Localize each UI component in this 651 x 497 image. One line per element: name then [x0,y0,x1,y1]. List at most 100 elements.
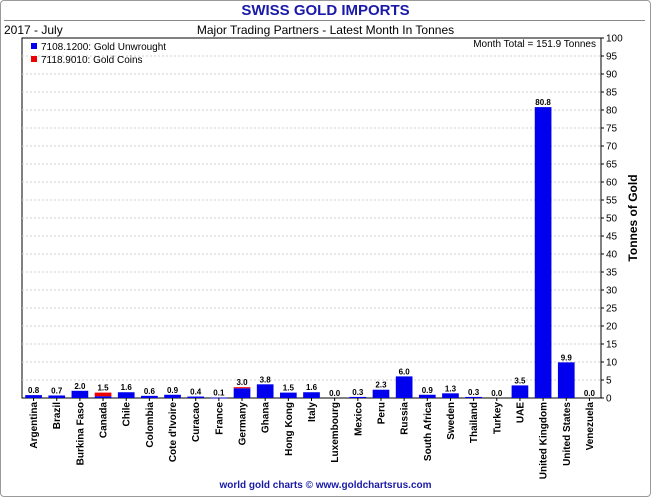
y-tick-label: 70 [606,142,618,153]
legend-swatch-coins [31,56,37,62]
bar-coins [94,392,112,397]
x-tick-label: Peru [376,402,387,424]
legend-swatch-unwrought [31,43,37,49]
x-tick-label: Burkina Faso [75,402,86,465]
bar-unwrought [48,395,66,398]
bar-unwrought [465,396,482,398]
y-tick-label: 85 [606,88,618,99]
y-tick-label: 20 [606,322,618,333]
bar-unwrought [557,362,575,398]
bar-unwrought [233,388,251,398]
bar-value-label: 1.5 [283,384,295,393]
x-tick-label: Italy [307,402,318,422]
x-tick-label: Colombia [145,402,156,448]
bar-unwrought [117,392,135,398]
y-tick-labels: 0 5 10 15 20 25 30 35 40 45 50 55 60 65 70 75 80 85 90 95 10… [601,34,623,405]
bar-unwrought [187,396,205,398]
chart-subtitle: Major Trading Partners - Latest Month In… [196,23,455,37]
bar-value-label: 0.1 [213,389,225,398]
y-tick-label: 60 [606,178,618,189]
bar-value-label: 0.0 [584,389,596,398]
y-tick-label: 25 [606,304,618,315]
legend-label-unwrought: 7108.1200: Gold Unwrought [41,42,166,53]
bar-unwrought [71,390,89,398]
bar-value-label: 1.3 [445,384,457,393]
chart-title: SWISS GOLD IMPORTS [241,2,410,19]
y-tick-label: 95 [606,52,618,63]
x-tick-label: Venezuela [585,402,596,451]
bar-value-label: 6.0 [399,367,411,376]
y-tick-label: 80 [606,106,618,117]
x-tick-labels: Argentina Brazil Burkina Faso Canada Chile Co… [29,398,596,479]
x-tick-label: Argentina [29,402,40,449]
x-tick-label: Luxembourg [330,402,341,463]
bar-value-label: 0.9 [422,386,434,395]
x-tick-label: United States [562,402,573,466]
x-tick-label: UAE [515,402,526,423]
y-tick-label: 75 [606,124,618,135]
y-tick-label: 40 [606,250,618,261]
data-labels: 0.8 0.7 2.0 1.5 1.6 0.6 0.9 0.4 0.1 3.0 3.8 1.5 1.6 0… [28,98,596,398]
x-tick-label: Germany [238,402,249,446]
bar-value-label: 2.3 [375,381,387,390]
y-tick-label: 50 [606,214,618,225]
x-tick-label: Brazil [52,402,63,429]
bar-value-label: 9.9 [561,353,573,362]
bar-unwrought [280,392,297,398]
x-tick-label: Turkey [492,402,503,434]
bars [25,107,575,399]
y-tick-label: 65 [606,160,618,171]
bar-value-label: 0.6 [144,387,156,396]
y-tick-label: 0 [606,394,612,405]
bar-value-label: 0.7 [51,386,63,395]
bar-unwrought [418,394,436,398]
bar-coins [233,387,251,389]
bar-value-label: 0.0 [329,389,341,398]
x-tick-label: Sweden [446,402,457,440]
y-tick-label: 100 [606,34,623,45]
y-tick-label: 45 [606,232,618,243]
y-tick-label: 35 [606,268,618,279]
bar-value-label: 0.3 [468,388,480,397]
title-divider [4,20,645,21]
bar-value-label: 3.5 [514,376,526,385]
y-tick-label: 30 [606,286,618,297]
bar-unwrought [511,385,529,398]
bar-value-label: 2.0 [74,382,86,391]
legend-label-coins: 7118.9010: Gold Coins [41,55,143,66]
y-axis-label: Tonnes of Gold [626,174,640,261]
bar-value-label: 0.4 [190,388,202,397]
bar-value-label: 1.6 [306,383,318,392]
legend: 7108.1200: Gold Unwrought 7118.9010: Gol… [31,42,166,66]
y-tick-label: 55 [606,196,618,207]
bar-value-label: 3.0 [236,378,248,387]
x-tick-label: Mexico [353,402,364,436]
bar-unwrought [256,384,274,398]
footer-credit: world gold charts © www.goldchartsrus.co… [219,480,432,491]
y-tick-label: 5 [606,376,612,387]
x-tick-label: United Kingdom [539,402,550,479]
gridlines [22,55,601,381]
bar-unwrought [395,376,413,398]
x-tick-label: Hong Kong [284,402,295,456]
bar-unwrought [372,389,390,398]
x-tick-label: Thailand [469,402,480,443]
bar-value-label: 0.3 [352,388,364,397]
bar-value-label: 1.5 [97,384,109,393]
bar-value-label: 1.6 [121,383,133,392]
bar-unwrought [164,394,181,398]
bar-value-label: 80.8 [535,98,551,107]
bar-value-label: 3.8 [260,375,272,384]
bar-unwrought [303,392,320,398]
bar-unwrought [349,396,367,398]
x-tick-label: Chile [122,402,133,427]
bar-value-label: 0.0 [491,389,503,398]
x-tick-label: Curacao [191,402,202,442]
bar-unwrought [94,396,112,398]
x-tick-label: South Africa [423,402,434,462]
y-tick-label: 15 [606,340,618,351]
bar-value-label: 0.8 [28,386,40,395]
x-tick-label: Ghana [261,402,272,434]
period-label: 2017 - July [4,23,63,37]
month-total-annotation: Month Total = 151.9 Tonnes [473,39,596,50]
